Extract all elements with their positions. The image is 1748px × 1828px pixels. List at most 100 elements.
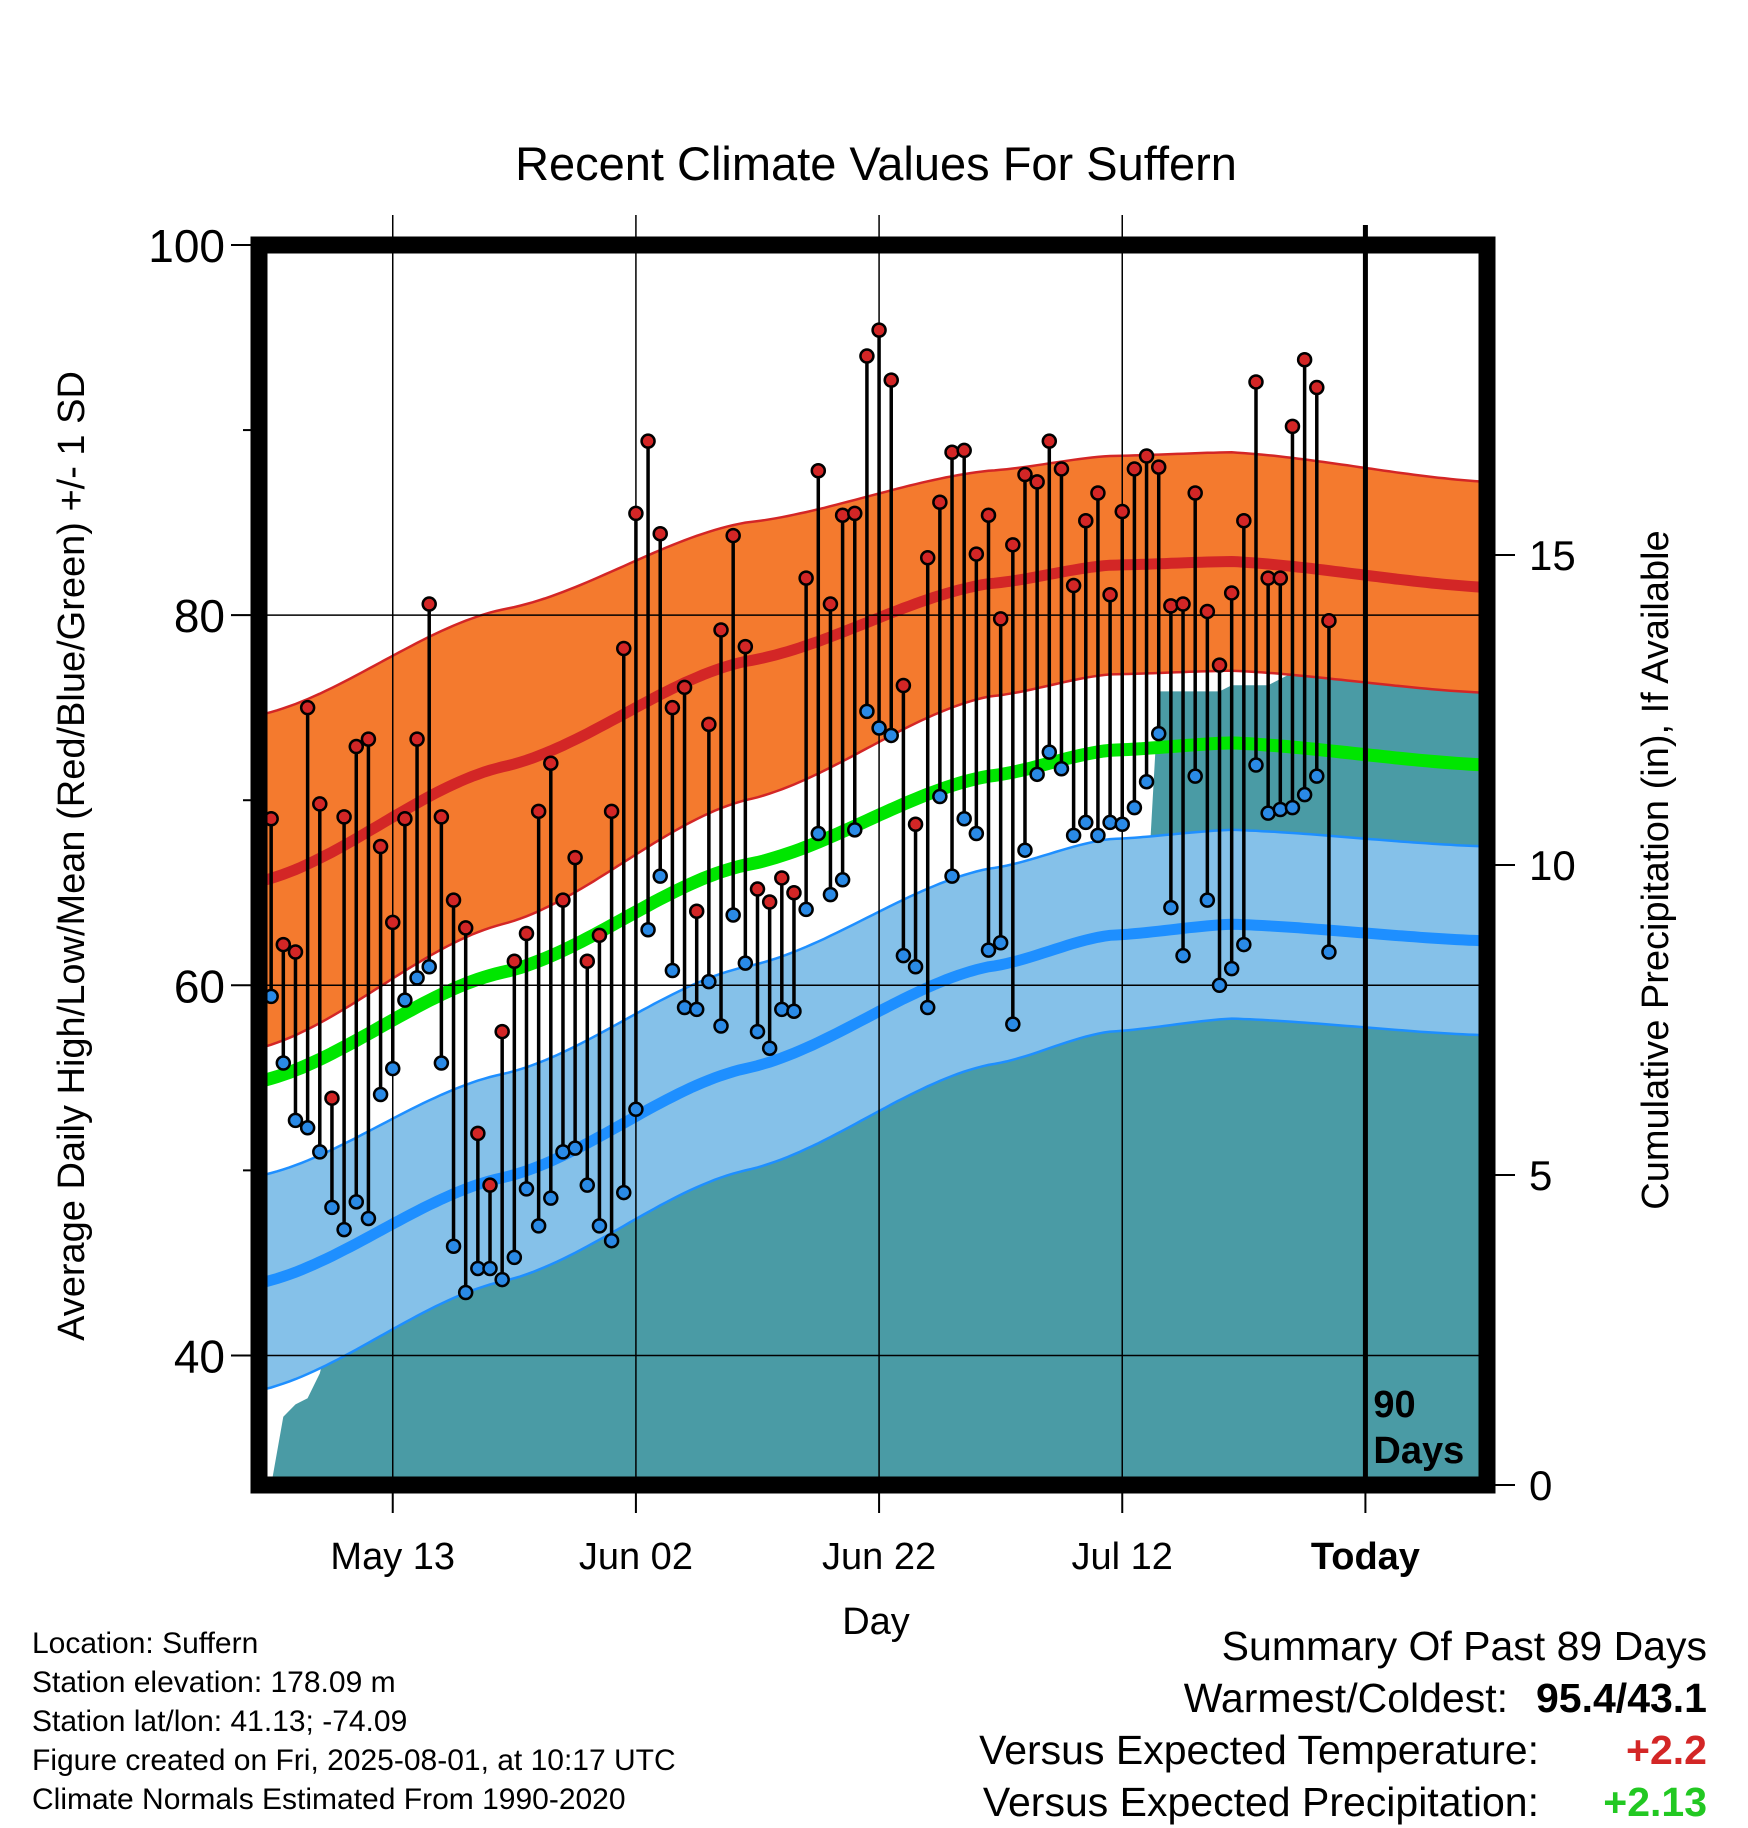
high-point bbox=[688, 903, 705, 920]
high-point bbox=[518, 925, 535, 942]
low-point bbox=[810, 825, 827, 842]
chart-title: Recent Climate Values For Suffern bbox=[515, 137, 1237, 190]
high-point bbox=[1017, 466, 1033, 483]
low-point bbox=[859, 703, 875, 720]
low-point bbox=[360, 1210, 377, 1227]
low-point bbox=[932, 788, 948, 805]
high-point bbox=[555, 892, 571, 908]
low-point bbox=[1296, 786, 1313, 803]
low-point bbox=[968, 825, 985, 842]
high-point bbox=[384, 914, 401, 931]
high-point bbox=[336, 809, 352, 825]
high-point bbox=[603, 803, 620, 820]
high-point bbox=[1029, 474, 1045, 490]
low-point bbox=[1199, 892, 1216, 908]
high-point bbox=[1284, 418, 1301, 435]
high-point bbox=[530, 803, 547, 820]
high-point bbox=[1053, 461, 1070, 477]
high-point bbox=[798, 570, 814, 586]
high-point bbox=[1199, 603, 1216, 620]
low-point bbox=[336, 1221, 352, 1238]
low-point bbox=[786, 1003, 802, 1019]
high-point bbox=[713, 622, 729, 638]
low-point bbox=[312, 1144, 328, 1160]
low-point bbox=[591, 1218, 608, 1234]
high-point bbox=[652, 525, 668, 542]
low-point bbox=[1175, 947, 1191, 964]
normals-text: Climate Normals Estimated From 1990-2020 bbox=[32, 1783, 626, 1816]
low-point bbox=[737, 955, 754, 971]
low-point bbox=[579, 1177, 596, 1193]
low-point bbox=[567, 1140, 583, 1156]
low-point bbox=[397, 992, 413, 1008]
high-point bbox=[847, 505, 863, 522]
high-point bbox=[1005, 537, 1021, 553]
high-point bbox=[1309, 379, 1325, 396]
low-point bbox=[847, 822, 863, 838]
low-point bbox=[1223, 960, 1240, 977]
high-point bbox=[287, 944, 304, 960]
x-tick-label: Jun 02 bbox=[579, 1536, 693, 1578]
high-point bbox=[1126, 461, 1143, 477]
high-point bbox=[1078, 513, 1094, 529]
low-point bbox=[384, 1060, 401, 1077]
low-point bbox=[287, 1112, 304, 1129]
warmest-coldest-value: 95.4/43.1 bbox=[1536, 1675, 1707, 1721]
precip-anomaly-label: Versus Expected Precipitation: bbox=[982, 1779, 1539, 1825]
x-tick-label: Today bbox=[1311, 1536, 1420, 1578]
low-point bbox=[372, 1086, 389, 1103]
location-text: Location: Suffern bbox=[32, 1627, 259, 1660]
high-point bbox=[397, 810, 413, 827]
high-point bbox=[409, 731, 425, 747]
low-point bbox=[919, 999, 936, 1016]
x-tick-label: Jun 22 bbox=[822, 1536, 936, 1578]
y-axis-label: Average Daily High/Low/Mean (Red/Blue/Gr… bbox=[51, 371, 93, 1341]
high-point bbox=[664, 699, 681, 716]
low-point bbox=[1248, 757, 1264, 773]
low-point bbox=[482, 1260, 498, 1277]
low-point bbox=[603, 1232, 620, 1249]
high-point bbox=[506, 953, 523, 969]
low-point bbox=[688, 1001, 705, 1018]
high-point bbox=[348, 738, 365, 755]
axes: 40 60 80 100 0 5 10 15 May 13 Jun 02 Jun 22 Jul 12 T… bbox=[148, 220, 1575, 1578]
low-normal-line bbox=[257, 918, 1488, 1289]
low-point bbox=[883, 727, 899, 744]
high-point bbox=[1211, 657, 1228, 673]
high-point bbox=[1248, 374, 1264, 390]
low-point bbox=[409, 970, 425, 986]
high-point bbox=[421, 596, 437, 612]
high-point bbox=[482, 1177, 498, 1193]
high-point bbox=[701, 716, 717, 733]
low-point bbox=[1078, 814, 1094, 831]
high-point bbox=[822, 596, 839, 612]
low-point bbox=[275, 1055, 292, 1071]
temp-anomaly-row: Versus Expected Temperature: +2.2 bbox=[979, 1724, 1707, 1776]
x-tick-label: May 13 bbox=[330, 1536, 455, 1578]
high-point bbox=[1296, 351, 1313, 368]
low-point bbox=[713, 1018, 729, 1034]
low-point bbox=[701, 973, 717, 990]
high-point bbox=[1223, 585, 1240, 601]
high-point bbox=[1163, 598, 1179, 614]
elevation-text: Station elevation: 178.09 m bbox=[32, 1666, 396, 1699]
y-tick-label: 60 bbox=[174, 960, 225, 1012]
high-point bbox=[1090, 485, 1106, 501]
y2-tick-label: 5 bbox=[1529, 1152, 1552, 1199]
y2-axis-label: Cumulative Precipitation (in), If Availa… bbox=[1635, 530, 1677, 1209]
high-point bbox=[445, 892, 462, 908]
latlon-text: Station lat/lon: 41.13; -74.09 bbox=[32, 1705, 408, 1738]
high-point bbox=[324, 1090, 340, 1106]
low-point bbox=[725, 907, 741, 923]
y-tick-label: 80 bbox=[174, 590, 225, 642]
high-point bbox=[312, 796, 328, 812]
high-point bbox=[579, 953, 596, 969]
low-point bbox=[628, 1101, 644, 1118]
high-point bbox=[725, 527, 741, 544]
high-point bbox=[932, 494, 948, 511]
high-point bbox=[1187, 485, 1203, 501]
high-point bbox=[543, 755, 559, 771]
low-point bbox=[652, 868, 668, 884]
low-point bbox=[992, 934, 1009, 951]
